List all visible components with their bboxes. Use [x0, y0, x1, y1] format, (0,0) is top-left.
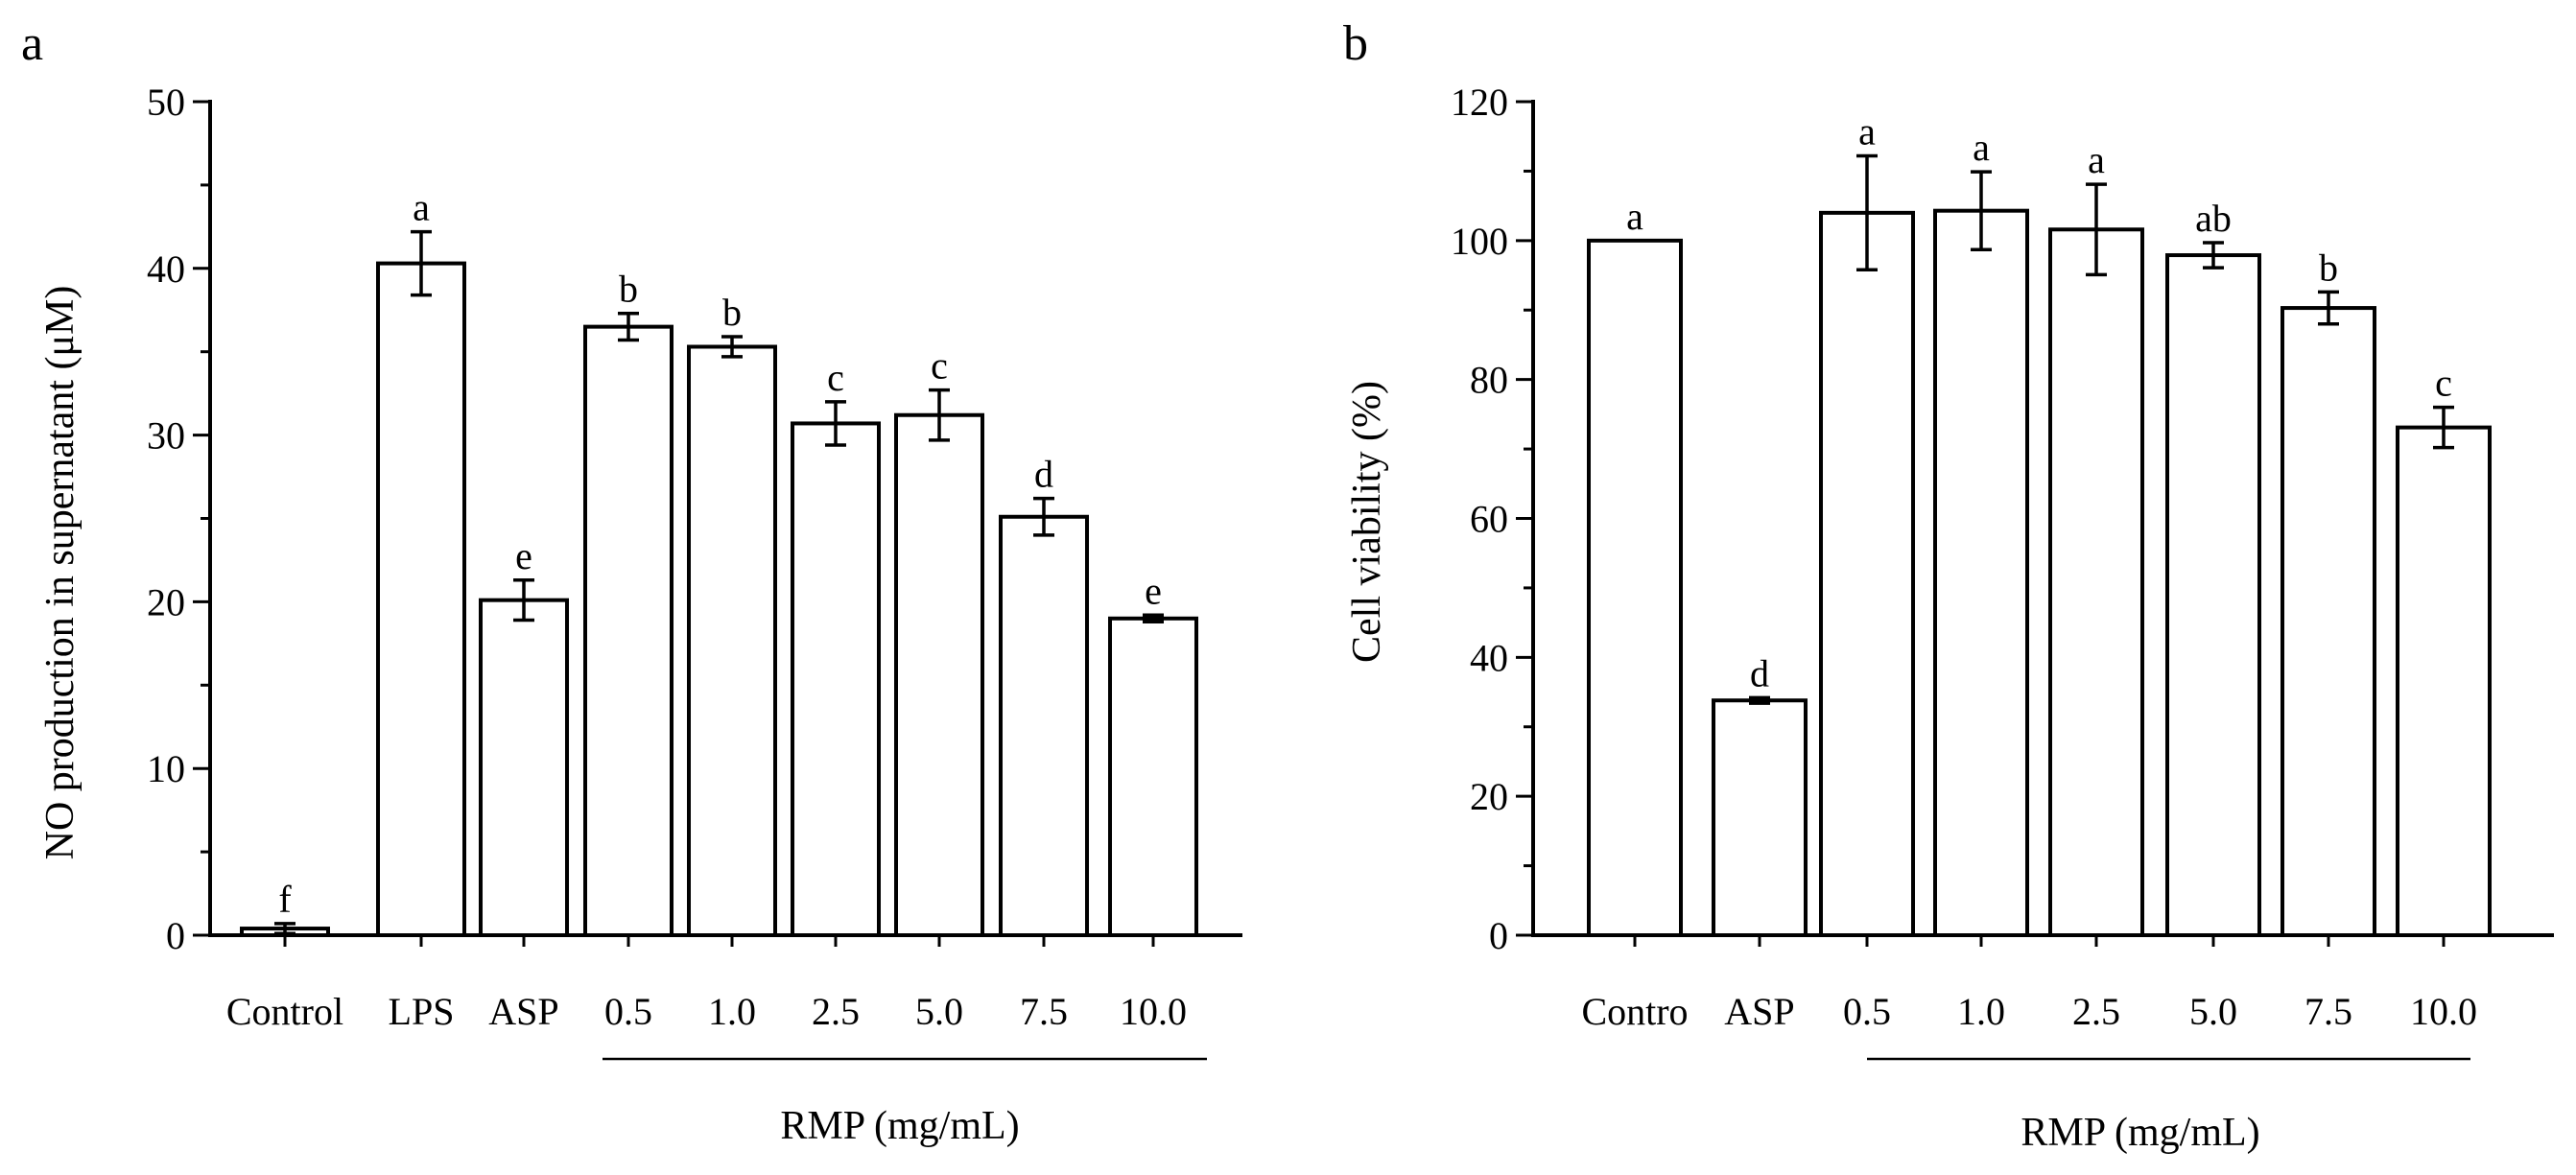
panel-a-x-tick-label: 1.0: [708, 990, 756, 1033]
panel-a-x-tick-label: 7.5: [1020, 990, 1068, 1033]
panel-b-y-tick-label: 40: [1470, 636, 1508, 679]
panel-b-significance-letter: a: [1626, 195, 1643, 238]
panel-a-significance-letter: e: [515, 534, 532, 577]
panel-a-y-tick-label: 50: [147, 81, 185, 124]
panel-b: b Cell viability (%) RMP (mg/mL) 0 20 40 60…: [1343, 16, 2554, 1155]
panel-a-group-label: RMP (mg/mL): [780, 1104, 1019, 1148]
panel-b-bar: [2048, 227, 2144, 938]
panel-b-group-label: RMP (mg/mL): [2021, 1111, 2259, 1155]
panel-a-x-tick-label: 10.0: [1120, 990, 1187, 1033]
panel-b-significance-letter: ab: [2195, 197, 2232, 240]
panel-a-y-tick-label: 10: [147, 747, 185, 790]
panel-a-y-tick-label: 20: [147, 580, 185, 623]
panel-a-x-tick-label: 0.5: [604, 990, 652, 1033]
panel-b-bar: [2396, 425, 2492, 937]
panel-b-y-tick-label: 0: [1489, 914, 1508, 957]
panel-a-x-tick-label: Control: [226, 990, 343, 1033]
panel-b-x-tick-label: 10.0: [2410, 990, 2477, 1033]
panel-b-significance-letter: a: [1973, 126, 1990, 169]
panel-b-x-tick-label: 7.5: [2304, 990, 2352, 1033]
panel-b-x-tick-label: ASP: [1724, 990, 1794, 1033]
panel-b-y-tick-label: 120: [1451, 81, 1508, 124]
panel-a-x-tick-label: ASP: [488, 990, 558, 1033]
panel-a-bar: [687, 344, 777, 937]
panel-a-significance-letter: a: [413, 186, 430, 229]
panel-a-significance-letter: b: [722, 291, 742, 334]
panel-a-bar: [894, 412, 984, 937]
panel-b-y-tick-label: 60: [1470, 498, 1508, 541]
panel-b-x-tick-label: 2.5: [2072, 990, 2120, 1033]
panel-b-bar: [1933, 208, 2029, 938]
panel-a-y-axis-label: NO production in supernatant (μM): [38, 286, 83, 860]
panel-b-x-tick-label: 1.0: [1957, 990, 2005, 1033]
panel-a-significance-letter: c: [827, 356, 844, 399]
panel-b-bar: [1819, 210, 1915, 938]
panel-a-letter: a: [21, 16, 43, 71]
panel-b-x-tick-label: Contro: [1581, 990, 1688, 1033]
panel-b-x-tick-label: 0.5: [1843, 990, 1891, 1033]
panel-a: a NO production in supernatant (μM) RMP …: [21, 16, 1242, 1148]
panel-b-y-tick-label: 20: [1470, 775, 1508, 818]
panel-b-bar: [1587, 238, 1683, 938]
panel-b-significance-letter: a: [1858, 109, 1876, 153]
panel-a-significance-letter: c: [931, 344, 948, 388]
panel-a-bar: [479, 598, 569, 937]
panel-a-y-tick-label: 40: [147, 247, 185, 291]
panel-b-y-tick-label: 80: [1470, 359, 1508, 402]
panel-b-significance-letter: b: [2319, 246, 2338, 289]
panel-b-significance-letter: d: [1750, 651, 1769, 694]
panel-b-significance-letter: a: [2088, 138, 2105, 181]
panel-b-y-axis-label: Cell viability (%): [1345, 381, 1389, 663]
panel-a-y-tick-label: 0: [166, 914, 185, 957]
panel-a-significance-letter: e: [1145, 569, 1162, 612]
panel-a-bar: [1108, 616, 1198, 938]
panel-a-y-tick-label: 30: [147, 414, 185, 458]
panel-a-bar: [999, 514, 1089, 938]
panel-a-bar: [376, 261, 466, 937]
panel-a-significance-letter: d: [1034, 453, 1053, 496]
panel-a-bar: [791, 421, 881, 937]
panel-b-x-tick-label: 5.0: [2189, 990, 2237, 1033]
panel-b-significance-letter: c: [2435, 362, 2452, 405]
panel-a-x-tick-label: 2.5: [812, 990, 860, 1033]
panel-a-significance-letter: b: [619, 268, 638, 311]
panel-b-bar: [2165, 253, 2261, 937]
panel-a-x-tick-label: 5.0: [915, 990, 963, 1033]
panel-a-x-tick-label: LPS: [389, 990, 455, 1033]
panel-a-bar: [583, 324, 674, 937]
panel-b-bar: [1712, 698, 1808, 938]
panel-b-y-tick-label: 100: [1451, 220, 1508, 263]
panel-b-bar: [2281, 306, 2376, 937]
panel-a-significance-letter: f: [278, 878, 292, 921]
panel-b-letter: b: [1343, 16, 1368, 71]
